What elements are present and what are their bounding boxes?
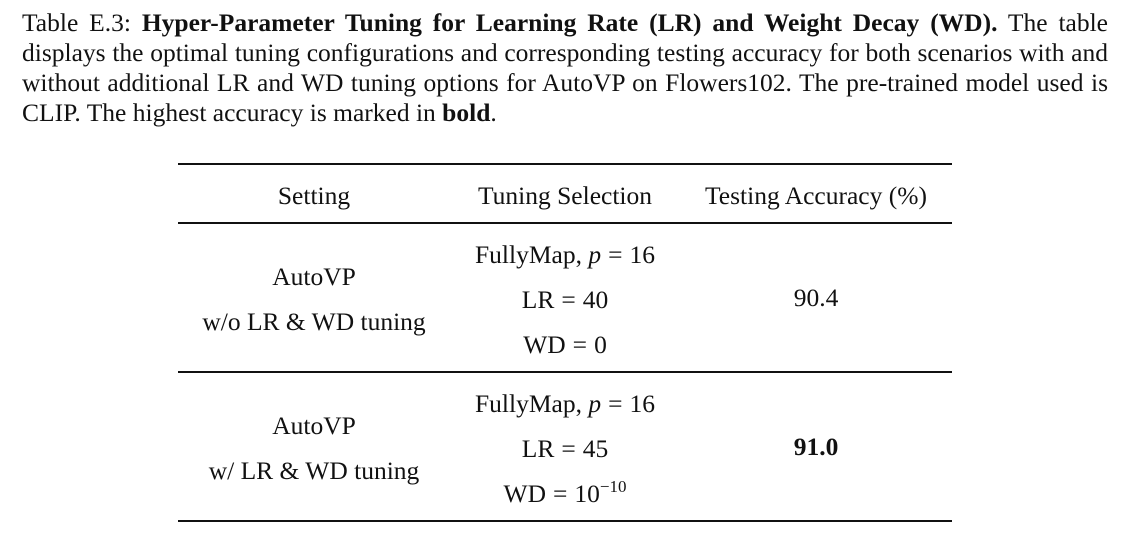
table-caption: Table E.3: Hyper-Parameter Tuning for Le… — [22, 8, 1108, 128]
caption-bold-word: bold — [442, 98, 491, 127]
row2-accuracy: 91.0 — [793, 432, 839, 461]
mid-rule — [178, 371, 952, 373]
row1-setting-line1: AutoVP — [272, 262, 356, 291]
row2-mapping: FullyMap, p = 16 — [475, 389, 655, 418]
caption-label: Table E.3: — [22, 8, 131, 37]
row2-lr: LR = 45 — [521, 434, 609, 463]
caption-end: . — [490, 98, 497, 127]
caption-body: The table displays the optimal tuning co… — [22, 8, 1108, 127]
row1-lr: LR = 40 — [521, 285, 609, 314]
row1-wd: WD = 0 — [523, 330, 607, 359]
caption-title: Hyper-Parameter Tuning for Learning Rate… — [141, 8, 998, 37]
header-rule — [178, 222, 952, 224]
header-tuning-selection: Tuning Selection — [477, 181, 653, 210]
row2-wd: WD = 10−10 — [503, 477, 627, 508]
row1-accuracy: 90.4 — [793, 283, 839, 312]
bottom-rule — [178, 520, 952, 522]
header-testing-accuracy: Testing Accuracy (%) — [705, 181, 927, 210]
row1-setting-line2: w/o LR & WD tuning — [202, 307, 426, 336]
row2-setting-line2: w/ LR & WD tuning — [208, 456, 420, 485]
row1-mapping: FullyMap, p = 16 — [475, 240, 655, 269]
results-table: Setting Tuning Selection Testing Accurac… — [178, 163, 952, 523]
top-rule — [178, 163, 952, 165]
row2-setting-line1: AutoVP — [272, 411, 356, 440]
header-setting: Setting — [277, 181, 351, 210]
